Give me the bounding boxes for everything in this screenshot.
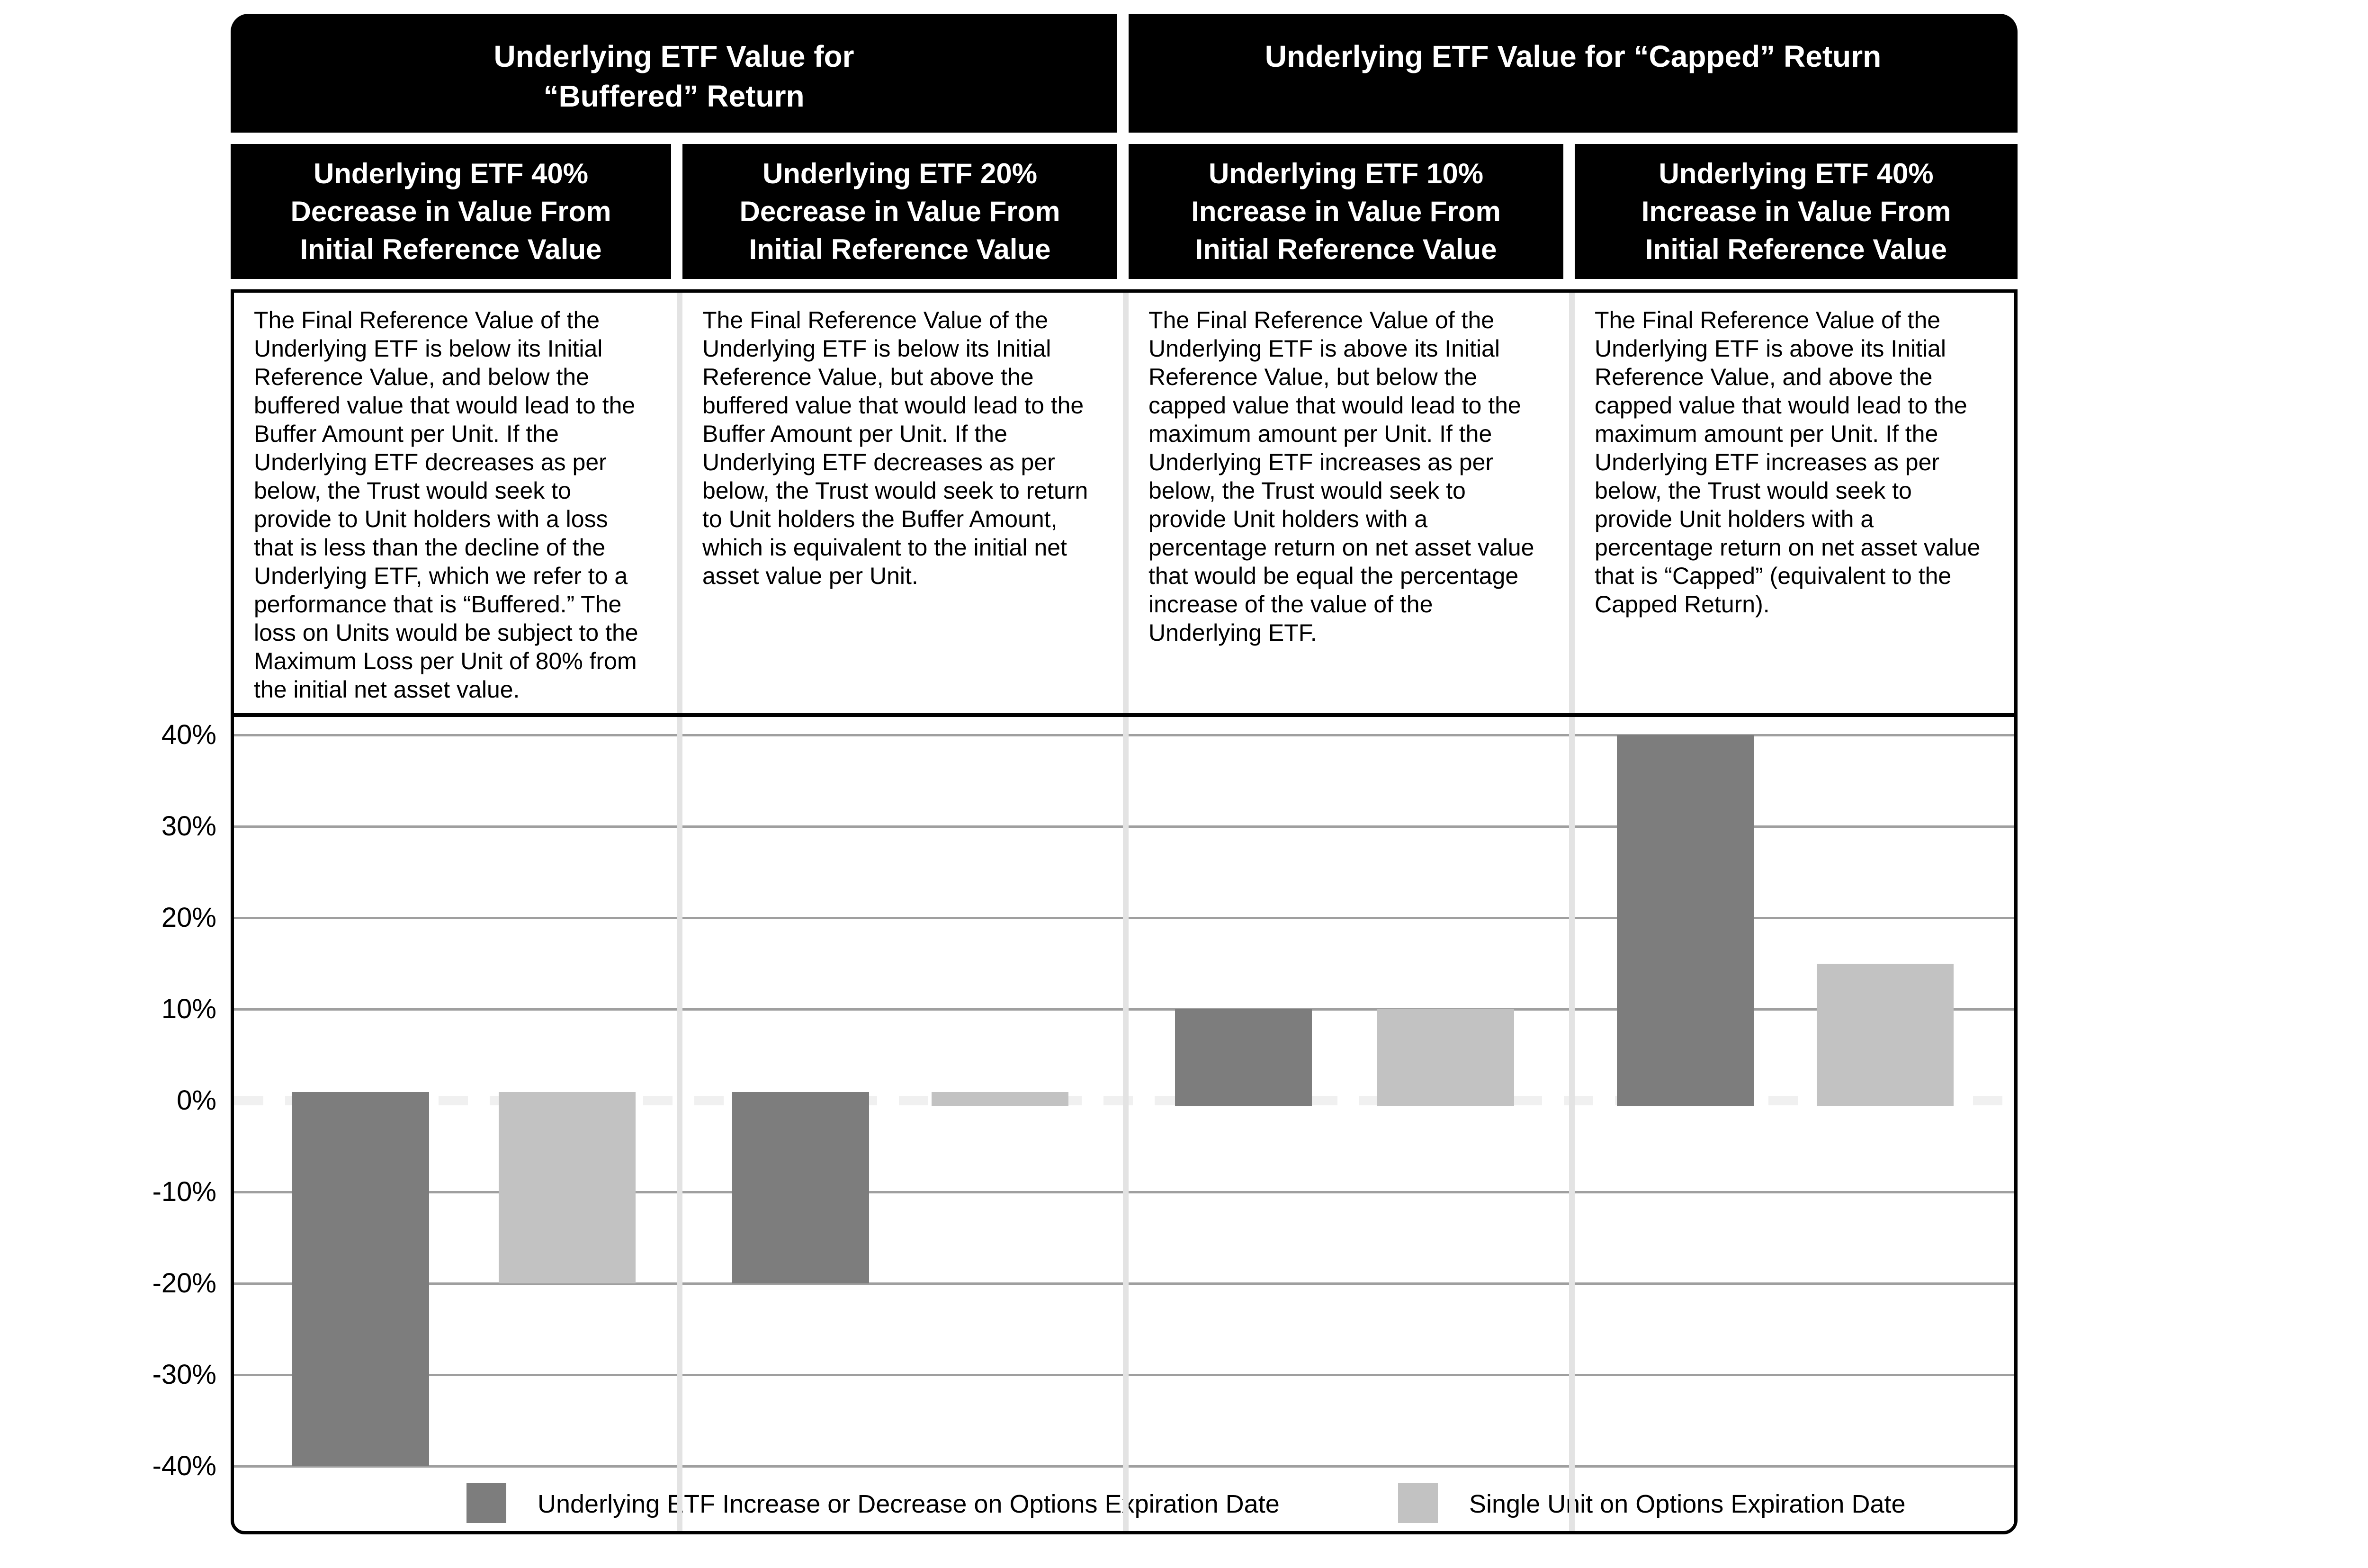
legend-swatch-light-gray bbox=[1398, 1483, 1438, 1523]
bar-series0-col3-10pct bbox=[1175, 1009, 1312, 1106]
column-header-label: Underlying ETF 40% Decrease in Value Fro… bbox=[290, 157, 611, 265]
y-axis-label--30%: -30% bbox=[152, 1359, 216, 1390]
bar-series1-col1--20pct bbox=[499, 1092, 636, 1283]
bar-series1-col2-0pct bbox=[932, 1092, 1068, 1106]
description-cell-buffer-amount: The Final Reference Value of the Underly… bbox=[682, 293, 1117, 715]
description-text: The Final Reference Value of the Underly… bbox=[254, 307, 638, 703]
bar-series0-col2--20pct bbox=[732, 1092, 869, 1283]
y-axis-label--20%: -20% bbox=[152, 1268, 216, 1299]
etf-return-scenarios-figure: Underlying ETF Value for “Buffered” Retu… bbox=[152, 14, 2018, 1534]
description-text: The Final Reference Value of the Underly… bbox=[1148, 307, 1534, 646]
column-header-40pct-decrease: Underlying ETF 40% Decrease in Value Fro… bbox=[231, 144, 671, 279]
chart-top-border bbox=[231, 713, 2018, 717]
group-header-buffered: Underlying ETF Value for “Buffered” Retu… bbox=[231, 14, 1117, 133]
legend-label: Single Unit on Options Expiration Date bbox=[1469, 1490, 1906, 1518]
y-axis-label-30%: 30% bbox=[161, 811, 216, 842]
y-axis-label--10%: -10% bbox=[152, 1176, 216, 1207]
y-axis-label--40%: -40% bbox=[152, 1451, 216, 1481]
group-header-capped-title: Underlying ETF Value for “Capped” Return bbox=[1265, 39, 1882, 73]
bar-series0-col4-40pct bbox=[1617, 735, 1754, 1106]
column-header-20pct-decrease: Underlying ETF 20% Decrease in Value Fro… bbox=[682, 144, 1117, 279]
legend-swatch-dark-gray bbox=[466, 1483, 506, 1523]
y-axis-label-10%: 10% bbox=[161, 994, 216, 1024]
y-axis-label-40%: 40% bbox=[161, 719, 216, 750]
column-header-label: Underlying ETF 10% Increase in Value Fro… bbox=[1191, 157, 1501, 265]
description-cell-buffered-max-loss: The Final Reference Value of the Underly… bbox=[234, 293, 671, 715]
bar-series1-col3-10pct bbox=[1377, 1009, 1514, 1106]
column-separator bbox=[1123, 293, 1129, 1531]
group-header-buffered-title: Underlying ETF Value for “Buffered” Retu… bbox=[493, 39, 854, 113]
column-header-40pct-increase: Underlying ETF 40% Increase in Value Fro… bbox=[1575, 144, 2018, 279]
bar-series0-col1--40pct bbox=[292, 1092, 429, 1466]
bar-series1-col4-15pct bbox=[1817, 963, 1954, 1106]
description-cell-below-cap: The Final Reference Value of the Underly… bbox=[1129, 293, 1563, 715]
description-text: The Final Reference Value of the Underly… bbox=[702, 307, 1088, 589]
description-cell-capped-return: The Final Reference Value of the Underly… bbox=[1575, 293, 2011, 715]
group-header-capped: Underlying ETF Value for “Capped” Return bbox=[1129, 14, 2018, 133]
column-separator bbox=[1569, 293, 1575, 1531]
y-axis-label-0%: 0% bbox=[177, 1085, 216, 1116]
legend-label: Underlying ETF Increase or Decrease on O… bbox=[538, 1490, 1280, 1518]
table-body-frame: The Final Reference Value of the Underly… bbox=[152, 289, 2018, 1534]
column-header-label: Underlying ETF 40% Increase in Value Fro… bbox=[1641, 157, 1951, 265]
description-text: The Final Reference Value of the Underly… bbox=[1595, 307, 1981, 618]
column-separator bbox=[677, 293, 682, 1531]
column-header-10pct-increase: Underlying ETF 10% Increase in Value Fro… bbox=[1129, 144, 1563, 279]
y-axis-label-20%: 20% bbox=[161, 902, 216, 933]
column-header-label: Underlying ETF 20% Decrease in Value Fro… bbox=[739, 157, 1060, 265]
